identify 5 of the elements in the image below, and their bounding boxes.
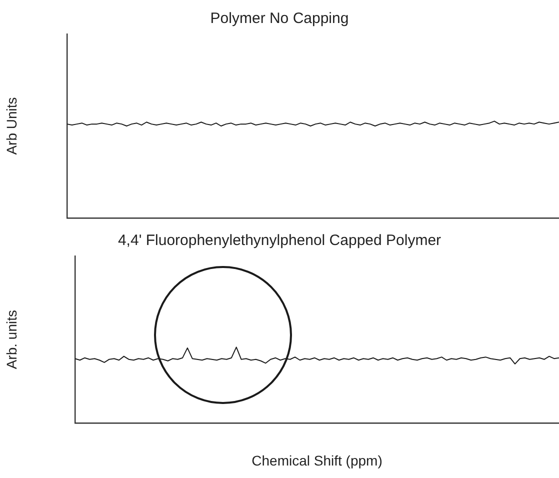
chart-title: Polymer No Capping	[210, 10, 349, 28]
y-axis-title: Arb. units	[3, 310, 20, 370]
x-axis-title: Chemical Shift (ppm)	[252, 452, 382, 468]
y-axis-title: Arb Units	[3, 97, 20, 155]
chart-title: 4,4' Fluorophenylethynylphenol Capped Polymer	[118, 232, 442, 250]
